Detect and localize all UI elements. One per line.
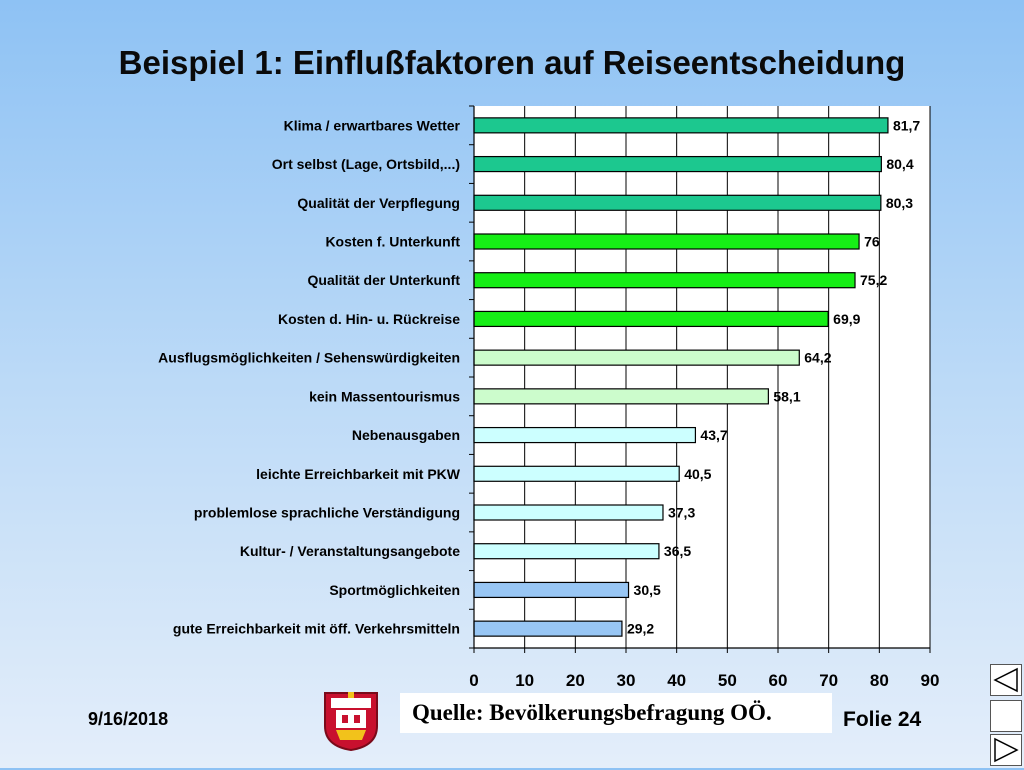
bar (473, 233, 860, 250)
next-slide-button[interactable] (990, 734, 1022, 766)
x-tick-label: 70 (819, 671, 838, 690)
data-label: 43,7 (700, 427, 727, 443)
data-label: 75,2 (860, 272, 887, 288)
category-label: Qualität der Unterkunft (308, 272, 461, 288)
category-label: Nebenausgaben (352, 427, 460, 443)
x-tick-label: 80 (870, 671, 889, 690)
source-note: Quelle: Bevölkerungsbefragung OÖ. (400, 693, 832, 733)
data-label: 36,5 (664, 543, 691, 559)
data-label: 37,3 (668, 505, 695, 521)
blank-icon (991, 701, 1021, 731)
x-tick-label: 40 (667, 671, 686, 690)
x-tick-label: 60 (769, 671, 788, 690)
triangle-left-icon (993, 667, 1018, 693)
value-labels: 81,7 80,4 80,3 76 75,2 69,9 64,2 58,1 43,7 40,5 37… (627, 117, 920, 636)
axes (469, 105, 931, 653)
category-label: problemlose sprachliche Verständigung (194, 505, 460, 521)
category-label: Kosten f. Unterkunft (325, 234, 460, 250)
data-label: 58,1 (773, 388, 800, 404)
x-tick-label: 50 (718, 671, 737, 690)
data-label: 80,3 (886, 195, 913, 211)
bar (473, 194, 882, 211)
home-button[interactable] (990, 700, 1022, 732)
category-label: Kultur- / Veranstaltungsangebote (240, 543, 460, 559)
slide-number: Folie 24 (843, 708, 922, 731)
x-tick-label: 30 (617, 671, 636, 690)
data-label: 30,5 (634, 582, 661, 598)
data-label: 40,5 (684, 466, 711, 482)
data-label: 80,4 (886, 156, 913, 172)
bar (473, 272, 856, 289)
bar (473, 155, 882, 173)
data-label: 81,7 (893, 117, 920, 133)
data-label: 64,2 (804, 350, 831, 366)
category-label: kein Massentourismus (309, 388, 460, 404)
category-label: Sportmöglichkeiten (329, 582, 460, 598)
date-label: 9/16/2018 (88, 709, 169, 729)
category-label: Qualität der Verpflegung (297, 195, 460, 211)
category-label: Klima / erwartbares Wetter (284, 117, 461, 133)
coat-of-arms-logo (324, 692, 378, 752)
bar (473, 581, 630, 599)
bar (473, 349, 800, 366)
x-tick-label: 90 (921, 671, 940, 690)
bar (473, 117, 889, 134)
bar (473, 465, 680, 482)
bar (473, 426, 697, 444)
bar (473, 388, 769, 405)
bar (473, 620, 623, 637)
category-labels: Klima / erwartbares Wetter Ort selbst (La… (158, 117, 461, 636)
triangle-right-icon (994, 737, 1019, 763)
category-label: Ausflugsmöglichkeiten / Sehenswürdigkeit… (158, 350, 460, 366)
data-label: 29,2 (627, 621, 654, 637)
bar (473, 310, 829, 328)
category-label: leichte Erreichbarkeit mit PKW (256, 466, 461, 482)
x-tick-label: 0 (469, 671, 478, 690)
bar (473, 504, 664, 521)
category-label: gute Erreichbarkeit mit öff. Verkehrsmit… (173, 621, 460, 637)
bar (473, 543, 660, 560)
x-tick-label: 20 (566, 671, 585, 690)
tick-labels: 0 10 20 30 40 50 60 70 80 90 (469, 671, 939, 690)
previous-slide-button[interactable] (990, 664, 1022, 696)
data-label: 69,9 (833, 311, 860, 327)
category-label: Kosten d. Hin- u. Rückreise (278, 311, 460, 327)
page-title: Beispiel 1: Einflußfaktoren auf Reiseent… (118, 44, 906, 81)
x-tick-label: 10 (515, 671, 534, 690)
plot-area (474, 106, 930, 648)
data-label: 76 (864, 234, 880, 250)
category-label: Ort selbst (Lage, Ortsbild,...) (272, 156, 460, 172)
